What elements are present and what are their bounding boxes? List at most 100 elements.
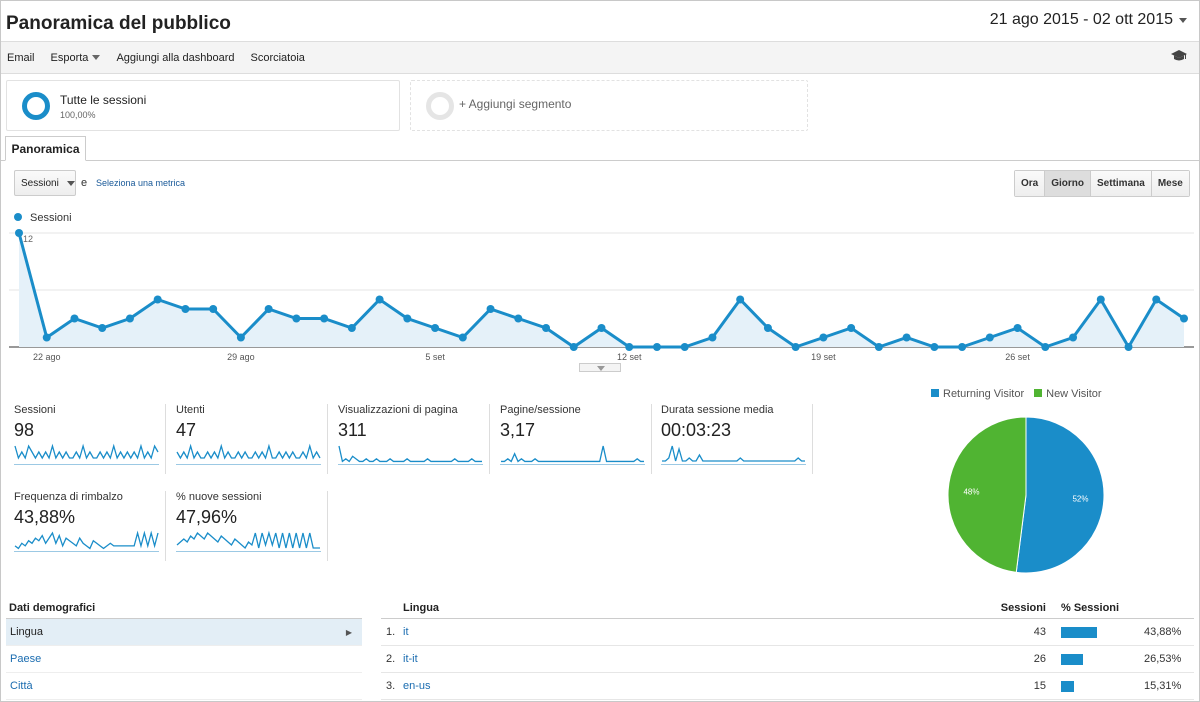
sessions-point[interactable]	[153, 295, 162, 304]
sessions-point[interactable]	[292, 314, 301, 323]
sessions-point[interactable]	[1124, 343, 1133, 351]
sparkline-line	[14, 443, 159, 460]
kpi-value: 3,17	[500, 420, 536, 440]
sparkline-line	[501, 445, 644, 463]
kpi-sparkline	[338, 445, 483, 465]
sessions-point[interactable]	[930, 343, 939, 351]
sessions-point[interactable]	[42, 333, 51, 342]
granularity-week-button[interactable]: Settimana	[1091, 171, 1152, 196]
sessions-point[interactable]	[597, 324, 606, 332]
sessions-point[interactable]	[791, 343, 800, 351]
kpi-value: 98	[14, 420, 35, 440]
sessions-point[interactable]	[958, 343, 967, 351]
sessions-point[interactable]	[375, 295, 384, 304]
sessions-point[interactable]	[15, 229, 23, 237]
sessions-point[interactable]	[320, 314, 329, 323]
sessions-point[interactable]	[902, 333, 911, 342]
sessions-point[interactable]	[847, 324, 856, 332]
kpi-tile[interactable]: Frequenza di rimbalzo 43,88%	[14, 491, 166, 561]
sessions-point[interactable]	[181, 305, 190, 313]
export-menu[interactable]: Esporta	[51, 52, 101, 64]
row-language-link[interactable]: it	[403, 626, 409, 638]
sparkline-line	[176, 443, 321, 460]
sessions-point[interactable]	[264, 305, 273, 313]
kpi-tile[interactable]: Sessioni 98	[14, 404, 166, 474]
sessions-point[interactable]	[985, 333, 994, 342]
metric-dropdown-label: Sessioni	[21, 177, 59, 189]
sessions-point[interactable]	[569, 343, 578, 351]
sessions-point[interactable]	[680, 343, 689, 351]
sessions-point[interactable]	[819, 333, 828, 342]
kpi-tile[interactable]: Durata sessione media 00:03:23	[661, 404, 813, 474]
kpi-value: 00:03:23	[661, 420, 732, 440]
sessions-point[interactable]	[652, 343, 661, 351]
demographics-item-language[interactable]: Lingua ▶	[6, 619, 362, 646]
pie-legend-item[interactable]: New Visitor	[1034, 388, 1102, 400]
sessions-point[interactable]	[431, 324, 440, 332]
demographics-item-city[interactable]: Città	[6, 673, 362, 700]
export-label: Esporta	[50, 51, 89, 64]
graduation-cap-icon[interactable]	[1171, 50, 1187, 65]
pie-slice[interactable]	[1015, 416, 1105, 574]
pie-legend-item[interactable]: Returning Visitor	[931, 388, 1024, 400]
sessions-point[interactable]	[70, 314, 79, 323]
sparkline-line	[176, 530, 320, 550]
kpi-tile[interactable]: Pagine/sessione 3,17	[500, 404, 652, 474]
sessions-point[interactable]	[98, 324, 107, 332]
chart-collapse-handle[interactable]	[579, 363, 621, 372]
metric-dropdown[interactable]: Sessioni	[14, 170, 76, 196]
sessions-point[interactable]	[625, 343, 634, 351]
kpi-tile[interactable]: % nuove sessioni 47,96%	[176, 491, 328, 561]
sessions-point[interactable]	[1180, 314, 1188, 323]
row-sessions: 15	[1033, 680, 1046, 692]
pie-slice[interactable]	[947, 416, 1027, 573]
sessions-point[interactable]	[347, 324, 356, 332]
demographics-item-country[interactable]: Paese	[6, 646, 362, 673]
date-range-label: 21 ago 2015 - 02 ott 2015	[989, 11, 1173, 28]
sessions-point[interactable]	[486, 305, 495, 313]
kpi-tile[interactable]: Utenti 47	[176, 404, 328, 474]
segment-all-sessions[interactable]: Tutte le sessioni 100,00%	[6, 80, 400, 131]
sessions-point[interactable]	[458, 333, 467, 342]
sessions-point[interactable]	[1041, 343, 1050, 351]
sessions-point[interactable]	[1096, 295, 1105, 304]
select-metric-link[interactable]: Seleziona una metrica	[96, 178, 186, 188]
sessions-point[interactable]	[708, 333, 717, 342]
email-button[interactable]: Email	[7, 51, 35, 64]
segment-ring-icon	[426, 92, 454, 120]
sessions-point[interactable]	[874, 343, 883, 351]
granularity-switcher: Ora Giorno Settimana Mese	[1014, 170, 1190, 197]
sessions-point[interactable]	[403, 314, 412, 323]
add-segment-button[interactable]: + Aggiungi segmento	[410, 80, 808, 131]
granularity-month-button[interactable]: Mese	[1151, 171, 1189, 196]
sessions-point[interactable]	[542, 324, 551, 332]
sessions-point[interactable]	[736, 295, 745, 304]
sessions-point[interactable]	[763, 324, 772, 332]
granularity-hour-button[interactable]: Ora	[1015, 171, 1046, 196]
sessions-point[interactable]	[514, 314, 523, 323]
row-language-link[interactable]: it-it	[403, 653, 418, 665]
legend-swatch	[931, 389, 939, 397]
date-range-picker[interactable]: 21 ago 2015 - 02 ott 2015	[986, 9, 1191, 31]
kpi-value: 47,96%	[176, 507, 238, 527]
kpi-tile[interactable]: Visualizzazioni di pagina 311	[338, 404, 490, 474]
sessions-point[interactable]	[236, 333, 245, 342]
row-language-link[interactable]: en-us	[403, 680, 431, 692]
column-header-language: Lingua	[403, 602, 440, 614]
segment-ring-icon	[22, 92, 50, 120]
shortcut-button[interactable]: Scorciatoia	[250, 51, 305, 64]
demographics-divider	[6, 618, 362, 619]
sessions-point[interactable]	[125, 314, 134, 323]
kpi-label: Frequenza di rimbalzo	[14, 491, 123, 503]
sessions-point[interactable]	[1069, 333, 1078, 342]
granularity-day-button[interactable]: Giorno	[1045, 171, 1092, 196]
tab-overview[interactable]: Panoramica	[5, 136, 86, 161]
chevron-down-icon	[92, 55, 101, 60]
sessions-point[interactable]	[209, 305, 218, 313]
add-to-dashboard-button[interactable]: Aggiungi alla dashboard	[116, 51, 235, 64]
sparkline-line	[14, 530, 159, 550]
segment-share: 100,00%	[60, 110, 96, 120]
sessions-point[interactable]	[1152, 295, 1161, 304]
sessions-point[interactable]	[1013, 324, 1022, 332]
